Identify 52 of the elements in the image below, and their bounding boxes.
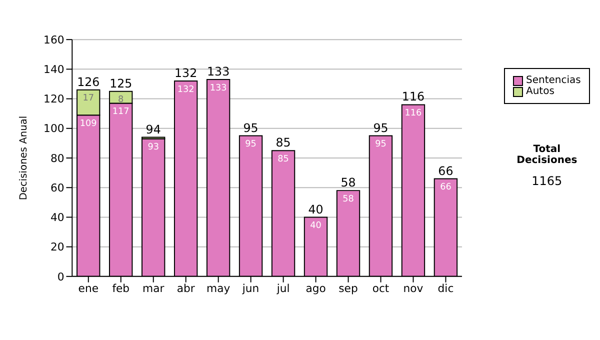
- data-label: 95: [245, 140, 256, 150]
- total-label: 125: [110, 76, 132, 90]
- legend-label: Autos: [526, 86, 554, 97]
- total-label: 85: [276, 136, 291, 150]
- x-tick-label: sep: [338, 282, 358, 296]
- y-tick-label: 160: [44, 33, 64, 46]
- total-label: 133: [207, 64, 230, 79]
- total-label: 95: [373, 120, 388, 135]
- x-tick-label: ene: [78, 282, 99, 296]
- x-tick-label: oct: [372, 282, 390, 296]
- data-label: 93: [148, 142, 159, 153]
- y-tick-label: 140: [44, 63, 64, 76]
- total-label: 116: [402, 90, 425, 104]
- data-label: 133: [210, 83, 227, 94]
- data-label: 95: [375, 140, 386, 150]
- data-label: 17: [82, 94, 94, 104]
- y-tick-label: 120: [44, 92, 64, 106]
- y-tick-label: 80: [50, 152, 64, 165]
- x-tick-label: nov: [403, 282, 424, 296]
- y-tick-label: 0: [57, 270, 64, 284]
- x-tick-label: may: [206, 282, 231, 296]
- data-label: 116: [404, 108, 422, 119]
- total-label: 132: [174, 66, 198, 80]
- y-tick-label: 20: [50, 240, 64, 254]
- total-label: 126: [77, 74, 100, 89]
- text: Total Decisiones: [516, 144, 578, 166]
- y-tick-label: 60: [50, 181, 64, 194]
- text: 1165: [530, 174, 564, 188]
- data-label: 8: [118, 95, 124, 106]
- total-label: 66: [438, 164, 454, 178]
- x-tick-label: feb: [112, 282, 130, 296]
- x-tick-label: ago: [306, 282, 326, 296]
- x-tick-label: mar: [142, 282, 165, 296]
- y-tick-label: 100: [44, 122, 64, 136]
- total-label: 40: [308, 202, 324, 216]
- data-label: 117: [112, 107, 130, 118]
- total-label: 58: [340, 176, 356, 190]
- data-label: 132: [177, 84, 194, 95]
- data-label: 85: [278, 154, 289, 164]
- data-label: 58: [342, 194, 354, 204]
- x-tick-label: dic: [438, 282, 454, 296]
- data-label: 66: [440, 182, 452, 193]
- data-label: 109: [80, 118, 98, 129]
- data-label: 40: [310, 221, 322, 232]
- x-tick-label: abr: [176, 282, 196, 296]
- x-tick-label: jul: [276, 282, 290, 296]
- x-tick-label: jun: [241, 282, 260, 296]
- legend-label: Sentencias: [526, 75, 581, 86]
- y-tick-label: 40: [50, 211, 64, 224]
- y-axis-title: Decisiones Anual: [18, 116, 30, 200]
- total-label: 94: [146, 122, 161, 136]
- total-label: 95: [243, 120, 258, 135]
